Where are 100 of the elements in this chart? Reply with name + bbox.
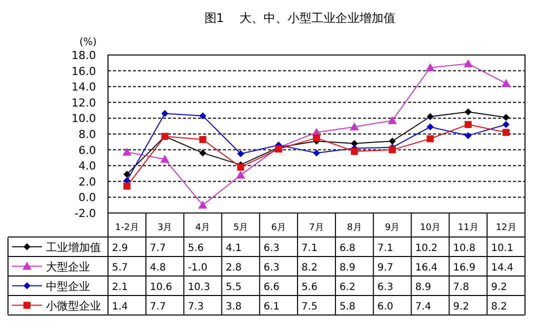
text: 10.1 [491,243,514,254]
y-tick-label: 4.0 [78,160,96,173]
y-tick-label: 2.0 [78,175,96,188]
point [388,138,396,145]
point [237,150,244,158]
point [388,146,396,154]
text: 7.8 [453,282,470,293]
point [464,121,472,128]
point [313,134,320,142]
point [198,200,208,209]
point [426,113,434,120]
x-tick-label: 7月 [309,223,324,233]
text: 2.8 [226,262,242,274]
y-tick-label: 14.0 [72,80,96,94]
y-tick-label: 18.0 [72,49,96,62]
point [236,170,246,179]
text: 6.1 [264,302,280,312]
text: 5.8 [339,302,356,312]
point [199,136,206,144]
text: 7.7 [150,243,166,254]
point [464,108,472,116]
point [122,148,132,156]
text: 4.1 [226,243,242,254]
text: 6.0 [377,302,394,312]
text: 工业增加值 [46,241,101,254]
x-tick-label: 3月 [157,223,172,233]
text: 6.3 [264,262,280,274]
point [199,112,206,120]
point [426,135,434,142]
point [350,148,358,155]
text: 7.3 [188,302,204,312]
text: 7.5 [302,302,318,312]
point [161,110,168,117]
x-tick-label: 8月 [347,223,362,233]
point [426,63,435,72]
point [464,59,473,68]
text: 10.6 [150,282,172,293]
y-tick-label: 16.0 [72,64,96,78]
text: 7.1 [377,243,394,254]
text: 6.3 [377,282,394,293]
x-tick-label: 6月 [271,223,286,233]
y-tick-label: -2.0 [74,207,96,220]
point [237,164,244,171]
point [388,116,397,124]
text: 6.2 [339,282,356,293]
text: 8.9 [339,262,356,274]
text: 16.4 [415,262,438,274]
text: 8.2 [491,302,507,312]
y-tick-label: 12.0 [72,96,96,110]
point [464,132,472,140]
point [123,170,130,178]
point [350,122,359,130]
text: 7.1 [302,243,318,254]
text: 9.7 [377,262,394,274]
text: 小微型企业 [46,300,101,312]
y-tick-label: 8.0 [78,128,96,141]
text: 3.8 [226,302,242,312]
y-tick-label: 10.0 [72,112,96,126]
text: 5.6 [302,282,318,293]
text: 10.2 [415,243,438,254]
text: 14.4 [491,262,514,274]
text: 10.8 [453,243,476,254]
text: 6.3 [264,243,280,254]
point [199,149,206,156]
point [123,182,130,190]
text: 6.8 [339,243,356,254]
text: 8.9 [415,282,432,293]
text: 1.4 [112,302,128,312]
text: 16.9 [453,262,476,274]
text: 10.3 [188,282,210,293]
x-tick-label: 12月 [496,223,516,233]
text: 4.8 [150,262,166,274]
y-axis-title: (%) [79,37,97,48]
point [502,121,510,128]
point [313,149,320,156]
text: 5.7 [112,262,128,274]
text: 中型企业 [46,280,90,293]
point [160,154,170,163]
x-tick-label: 1-2月 [115,223,139,233]
point [426,123,434,130]
text: 8.2 [302,262,318,274]
text: 9.2 [453,302,470,312]
text: 大型企业 [46,260,90,274]
text: 9.2 [491,282,507,293]
chart-title: 图1 大、中、小型工业企业增加值 [204,11,396,25]
text: -1.0 [188,262,208,274]
y-tick-label: 6.0 [78,144,96,157]
y-tick-label: 0.0 [78,191,96,204]
x-tick-label: 4月 [195,223,210,233]
point [502,114,510,121]
x-tick-label: 9月 [384,223,400,233]
text: 5.5 [226,282,242,293]
text: 2.9 [112,243,128,254]
point [502,78,511,87]
x-tick-label: 11月 [458,223,478,233]
text: 2.1 [112,282,128,293]
text: 7.4 [415,302,432,312]
text: 6.6 [264,282,280,293]
text: 7.7 [150,302,166,312]
x-tick-label: 10月 [420,223,440,233]
